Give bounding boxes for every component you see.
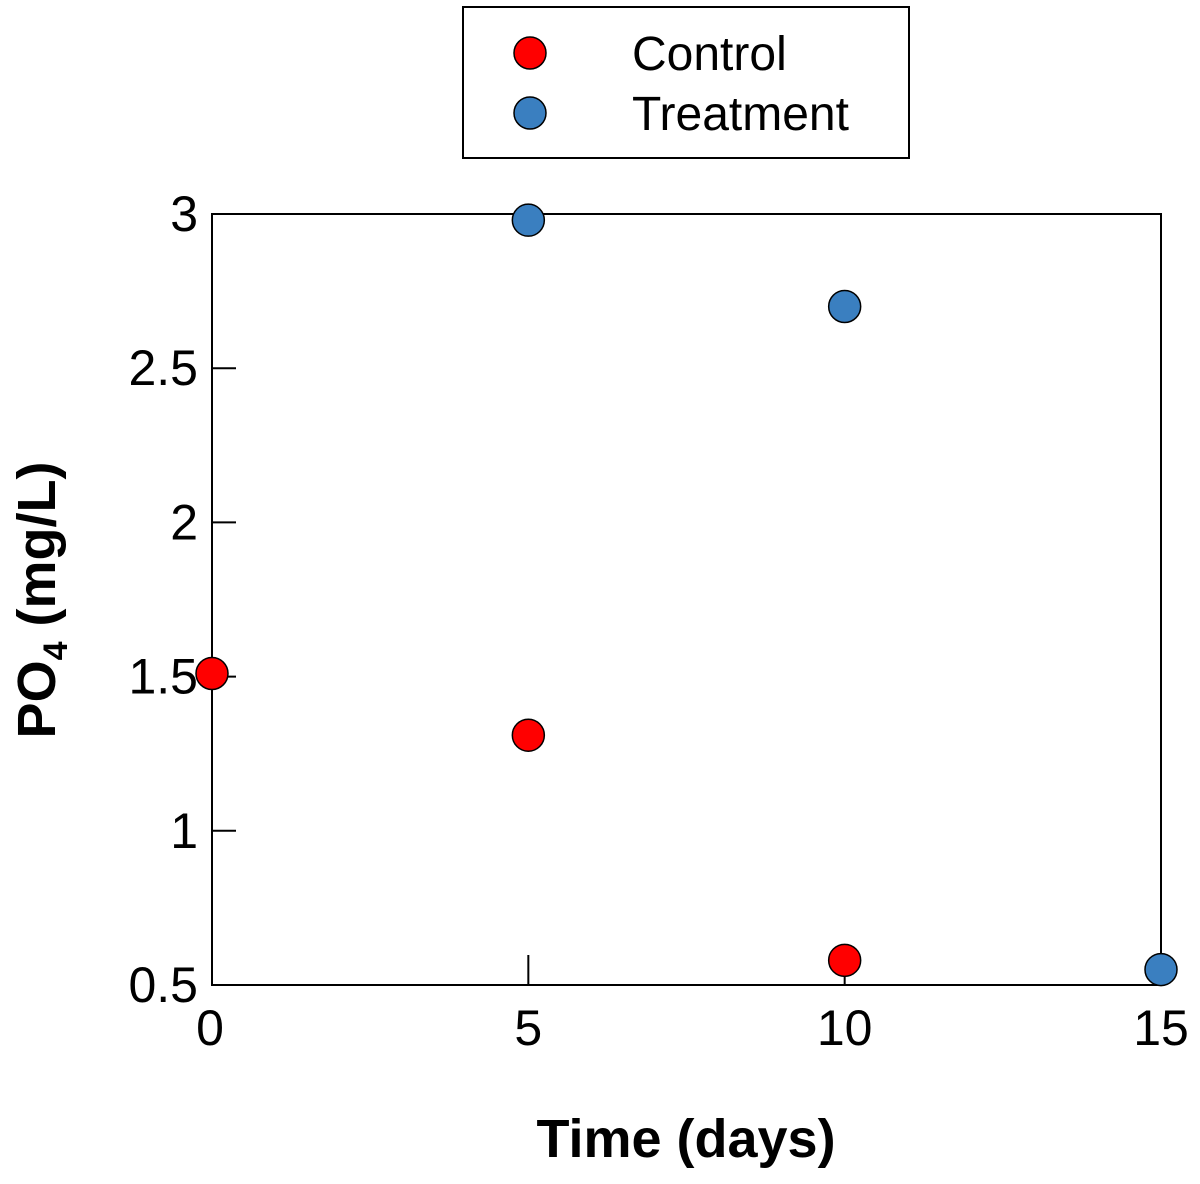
point-control (195, 656, 229, 691)
x-tick-label: 10 (817, 1000, 873, 1056)
legend-label-treatment: Treatment (632, 88, 849, 141)
point-treatment (827, 289, 862, 324)
x-tick-label: 5 (514, 1000, 542, 1056)
plot-frame (211, 213, 1162, 986)
x-axis-title: Time (days) (536, 1109, 835, 1169)
point-control (827, 943, 862, 978)
y-tick-label: 3 (170, 186, 198, 242)
point-treatment (1144, 952, 1178, 987)
y-axis-title-main: PO (7, 660, 67, 738)
point-treatment (511, 203, 546, 237)
y-tick-label: 2.5 (128, 340, 198, 396)
legend-marker-control (513, 36, 547, 70)
y-axis: 0.5 1 1.5 2 2.5 3 (128, 186, 236, 1013)
y-axis-title-units: (mg/L) (7, 462, 67, 642)
y-tick-label: 1.5 (128, 649, 198, 705)
y-axis-title: PO4 (mg/L) (7, 462, 75, 739)
data-points (195, 203, 1178, 987)
y-axis-title-subscript: 4 (37, 641, 75, 660)
legend-frame (462, 6, 910, 159)
y-tick-label: 0.5 (128, 957, 198, 1013)
legend: Control Treatment (462, 6, 910, 159)
point-control (511, 718, 546, 752)
y-tick-label: 2 (170, 494, 198, 550)
x-tick-label: 15 (1133, 1000, 1189, 1056)
legend-label-control: Control (632, 28, 787, 81)
y-tick-label: 1 (170, 803, 198, 859)
x-tick-label: 0 (196, 1000, 224, 1056)
legend-marker-treatment (513, 96, 547, 130)
x-axis: 0 5 10 15 (196, 955, 1189, 1056)
